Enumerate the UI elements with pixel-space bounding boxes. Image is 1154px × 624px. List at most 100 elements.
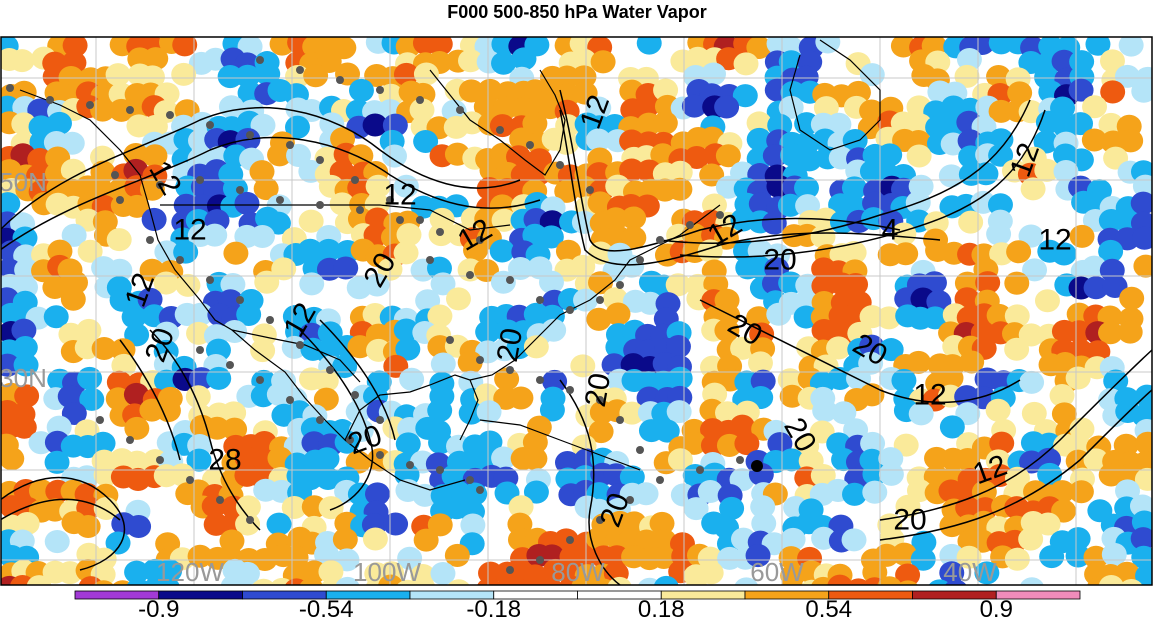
obs-dot xyxy=(196,176,204,184)
field-cell xyxy=(634,94,660,118)
colorbar-tick-label: -0.54 xyxy=(298,596,354,623)
obs-dot xyxy=(156,456,164,464)
field-cell xyxy=(729,414,755,438)
field-cell xyxy=(1037,462,1063,486)
field-cell xyxy=(746,111,772,135)
field-cell xyxy=(1082,95,1108,119)
field-cell xyxy=(1085,37,1111,56)
obs-dot xyxy=(436,466,444,474)
field-cell xyxy=(206,366,232,390)
obs-dot xyxy=(256,56,264,64)
colorbar-tick-label: 0.54 xyxy=(805,596,853,623)
obs-dot xyxy=(326,366,334,374)
colorbar-tick-label: -0.18 xyxy=(466,596,522,623)
field-cell xyxy=(318,560,344,584)
field-cell xyxy=(364,273,390,297)
obs-dot xyxy=(536,376,544,384)
field-cell xyxy=(1004,271,1030,295)
field-cell xyxy=(383,512,409,536)
field-cell xyxy=(250,339,276,363)
field-cell xyxy=(44,450,70,474)
obs-dot xyxy=(396,216,404,224)
field-cell xyxy=(234,191,260,215)
field-cell xyxy=(827,574,853,585)
field-cell xyxy=(730,336,756,360)
field-cell xyxy=(539,398,565,422)
field-cell xyxy=(895,563,921,585)
field-cell xyxy=(217,65,243,89)
obs-dot xyxy=(636,446,644,454)
field-cell xyxy=(1100,80,1126,104)
contour-line xyxy=(559,109,941,266)
field-cell xyxy=(747,351,773,375)
field-cell xyxy=(473,95,499,119)
contour-line xyxy=(699,299,1021,404)
field-cell xyxy=(1119,286,1145,310)
field-cell xyxy=(427,398,453,423)
field-cell xyxy=(877,576,902,585)
field-cell xyxy=(265,211,291,235)
obs-dot xyxy=(416,216,424,224)
contour-line xyxy=(1,476,126,571)
field-cell xyxy=(506,145,531,169)
field-cell xyxy=(1130,191,1152,215)
observation-dots xyxy=(6,56,763,574)
field-cell xyxy=(409,98,435,122)
field-cell xyxy=(522,447,548,471)
field-cell xyxy=(221,401,247,425)
colorbar-tick-label: 0.9 xyxy=(979,596,1013,623)
obs-dot xyxy=(596,396,604,404)
contour-line xyxy=(659,99,1031,244)
field-cell xyxy=(362,113,388,137)
obs-dot xyxy=(566,306,574,314)
field-cell xyxy=(153,271,179,295)
field-cell xyxy=(766,302,792,326)
field-cell xyxy=(106,228,132,252)
field-cell xyxy=(14,384,40,408)
field-cell xyxy=(105,63,131,87)
field-cell xyxy=(911,530,937,554)
field-cell xyxy=(266,512,292,536)
field-cell xyxy=(651,545,677,569)
obs-dot xyxy=(656,476,664,484)
field-cell xyxy=(348,78,374,102)
field-cell xyxy=(460,513,486,537)
field-cell xyxy=(223,241,249,265)
field-cell xyxy=(1006,240,1032,264)
field-cell xyxy=(508,495,534,519)
contour-line xyxy=(559,89,901,252)
field-cell xyxy=(362,527,388,551)
field-cell xyxy=(796,148,822,172)
field-cell xyxy=(922,306,948,330)
field-cell xyxy=(154,369,180,393)
field-cell xyxy=(522,112,548,136)
field-cell xyxy=(778,546,804,570)
field-cell xyxy=(649,511,675,535)
field-cell xyxy=(988,143,1014,167)
field-cell xyxy=(843,272,869,296)
field-cell xyxy=(985,398,1011,422)
colorbar-segment xyxy=(995,590,1081,600)
field-cell xyxy=(457,49,483,73)
field-cell xyxy=(476,400,502,424)
obs-dot xyxy=(296,341,304,349)
field-cell xyxy=(734,577,759,585)
field-cell xyxy=(1135,431,1152,455)
field-cell xyxy=(667,160,693,184)
field-cell xyxy=(906,144,932,168)
obs-dot xyxy=(316,156,324,164)
contour-value-label: 20 xyxy=(893,504,926,537)
field-cell xyxy=(842,482,867,506)
obs-dot xyxy=(506,366,514,374)
field-cell xyxy=(778,95,804,119)
field-cell xyxy=(1034,289,1060,313)
field-cell xyxy=(587,191,613,215)
field-cell xyxy=(427,37,453,56)
field-cell xyxy=(1020,177,1046,201)
field-cell xyxy=(636,37,662,55)
field-cell xyxy=(571,575,597,585)
field-cell xyxy=(267,143,293,167)
field-cell xyxy=(1066,320,1092,344)
field-cell xyxy=(219,529,245,553)
field-cell xyxy=(318,496,344,520)
